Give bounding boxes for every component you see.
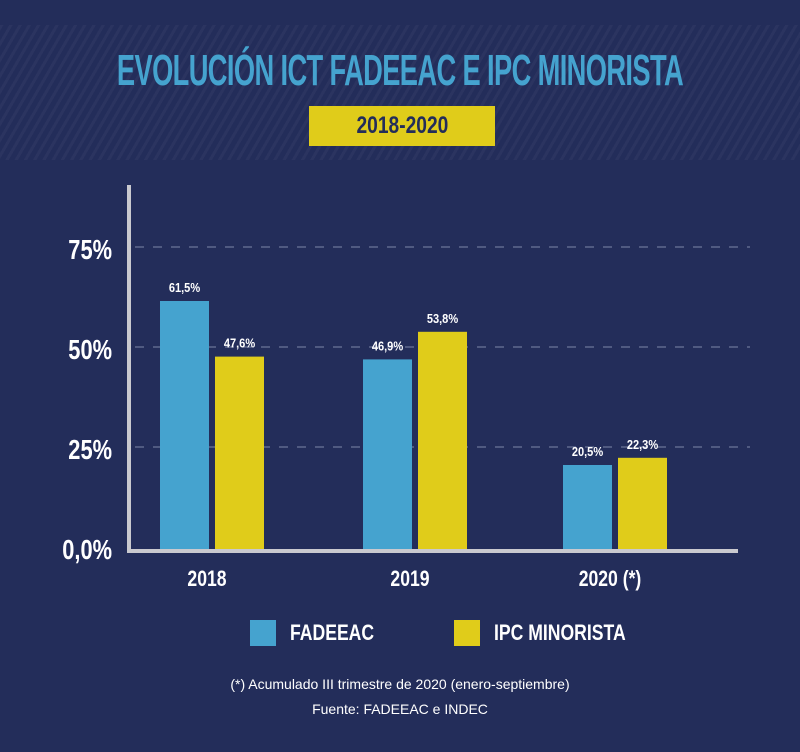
x-tick-label: 2018 (187, 567, 226, 591)
chart-subtitle: 2018-2020 (356, 112, 448, 139)
chart-title: EVOLUCIÓN ICT FADEEAC E IPC MINORISTA (116, 46, 684, 95)
legend-label-fadeeac: FADEEAC (290, 620, 375, 645)
data-label: 46,9% (372, 339, 404, 354)
data-label: 61,5% (169, 280, 201, 295)
data-label: 22,3% (627, 437, 659, 452)
bar-ipc (618, 457, 667, 550)
bar-fadeeac (160, 301, 209, 550)
y-tick-label: 75% (68, 234, 112, 265)
x-tick-label: 2020 (*) (579, 567, 642, 591)
data-label: 53,8% (427, 311, 459, 326)
footnote: (*) Acumulado III trimestre de 2020 (ene… (230, 676, 570, 692)
y-tick-label: 0,0% (62, 534, 112, 565)
bar-ipc (215, 356, 264, 550)
source-note: Fuente: FADEEAC e INDEC (312, 701, 488, 717)
bar-fadeeac (563, 465, 612, 550)
legend-swatch-fadeeac (250, 620, 276, 646)
data-label: 20,5% (572, 444, 604, 459)
y-tick-label: 50% (68, 334, 112, 365)
data-label: 47,6% (224, 336, 256, 351)
x-tick-label: 2019 (390, 567, 429, 591)
legend: FADEEAC IPC MINORISTA (250, 620, 659, 646)
legend-label-ipc: IPC MINORISTA (494, 620, 626, 645)
bar-ipc (418, 331, 467, 550)
legend-swatch-ipc (454, 620, 480, 646)
subtitle-badge: 2018-2020 (309, 106, 495, 146)
bar-fadeeac (363, 359, 412, 550)
y-tick-label: 25% (68, 434, 112, 465)
